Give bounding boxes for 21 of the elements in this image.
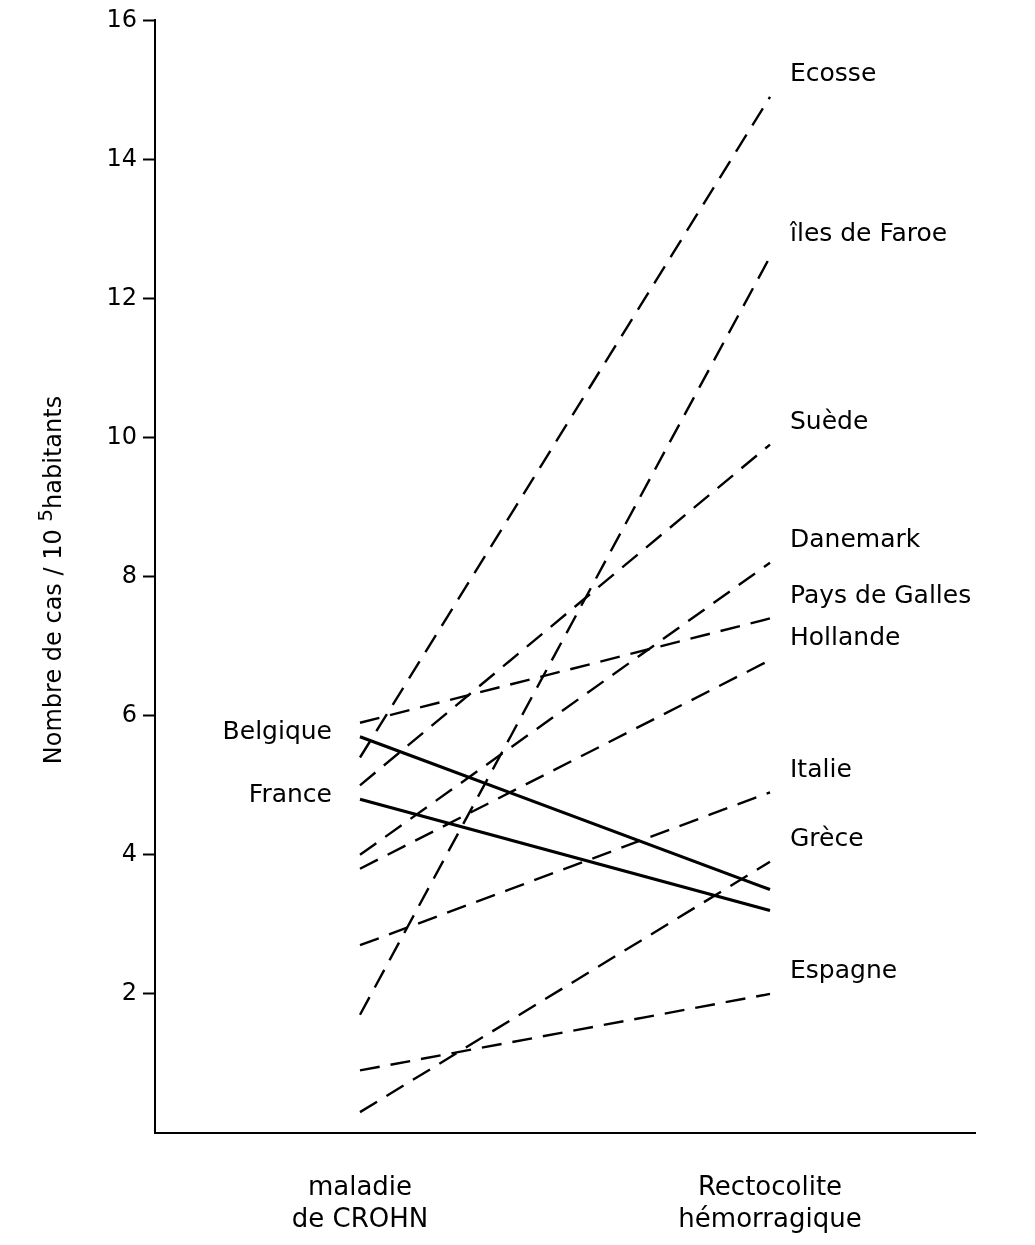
series-label: Hollande [790,621,901,651]
series-label: Grèce [790,823,864,853]
y-tick-label: 16 [106,4,137,33]
x-tick-label: Rectocolite hémorragique [678,1171,862,1233]
y-tick-label: 12 [106,282,137,311]
y-tick-label: 4 [121,839,137,868]
y-tick-label: 10 [106,421,137,450]
series-label: îles de Faroe [789,218,948,248]
series-label: Pays de Galles [790,579,972,609]
y-tick-label: 2 [121,978,137,1007]
y-tick-label: 8 [121,560,137,589]
series-label: Italie [790,753,852,783]
series-label: Espagne [790,955,898,985]
x-tick-label: maladie de CROHN [291,1171,429,1233]
series-label: France [248,778,332,808]
series-label: Danemark [790,524,921,554]
y-tick-label: 14 [106,143,137,172]
series-label: Ecosse [790,58,877,88]
series-label: Suède [790,406,869,436]
y-tick-label: 6 [121,700,137,729]
series-label: Belgique [222,716,332,746]
